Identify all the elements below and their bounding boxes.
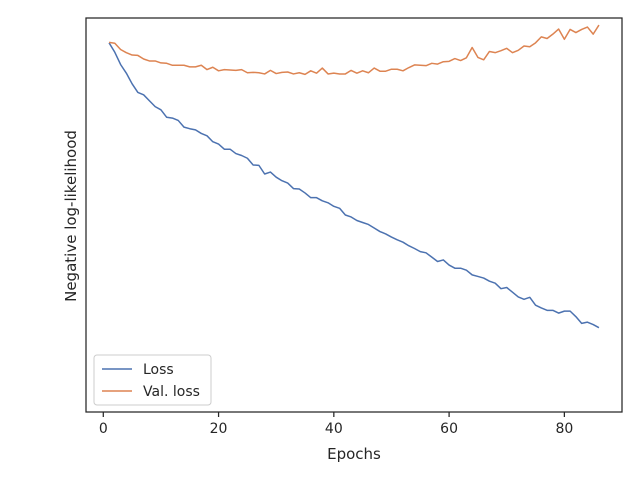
- x-tick-label: 40: [325, 421, 343, 437]
- series-line-val-loss: [108, 24, 600, 76]
- legend-label-loss: Loss: [143, 362, 174, 378]
- x-tick-label: 0: [99, 421, 108, 437]
- plot-frame: [85, 17, 623, 413]
- legend-box: [93, 354, 212, 406]
- x-tick-label: 80: [555, 421, 573, 437]
- x-axis-label: Epochs: [327, 445, 381, 463]
- x-axis: 0 20 40 60 80: [99, 412, 573, 437]
- legend-label-val-loss: Val. loss: [143, 384, 200, 400]
- plot-area: [108, 24, 600, 329]
- y-axis-label: Negative log-likelihood: [62, 130, 80, 302]
- series-line-loss: [108, 42, 600, 329]
- legend: Loss Val. loss: [93, 354, 212, 406]
- x-tick-label: 20: [210, 421, 228, 437]
- x-tick-label: 60: [440, 421, 458, 437]
